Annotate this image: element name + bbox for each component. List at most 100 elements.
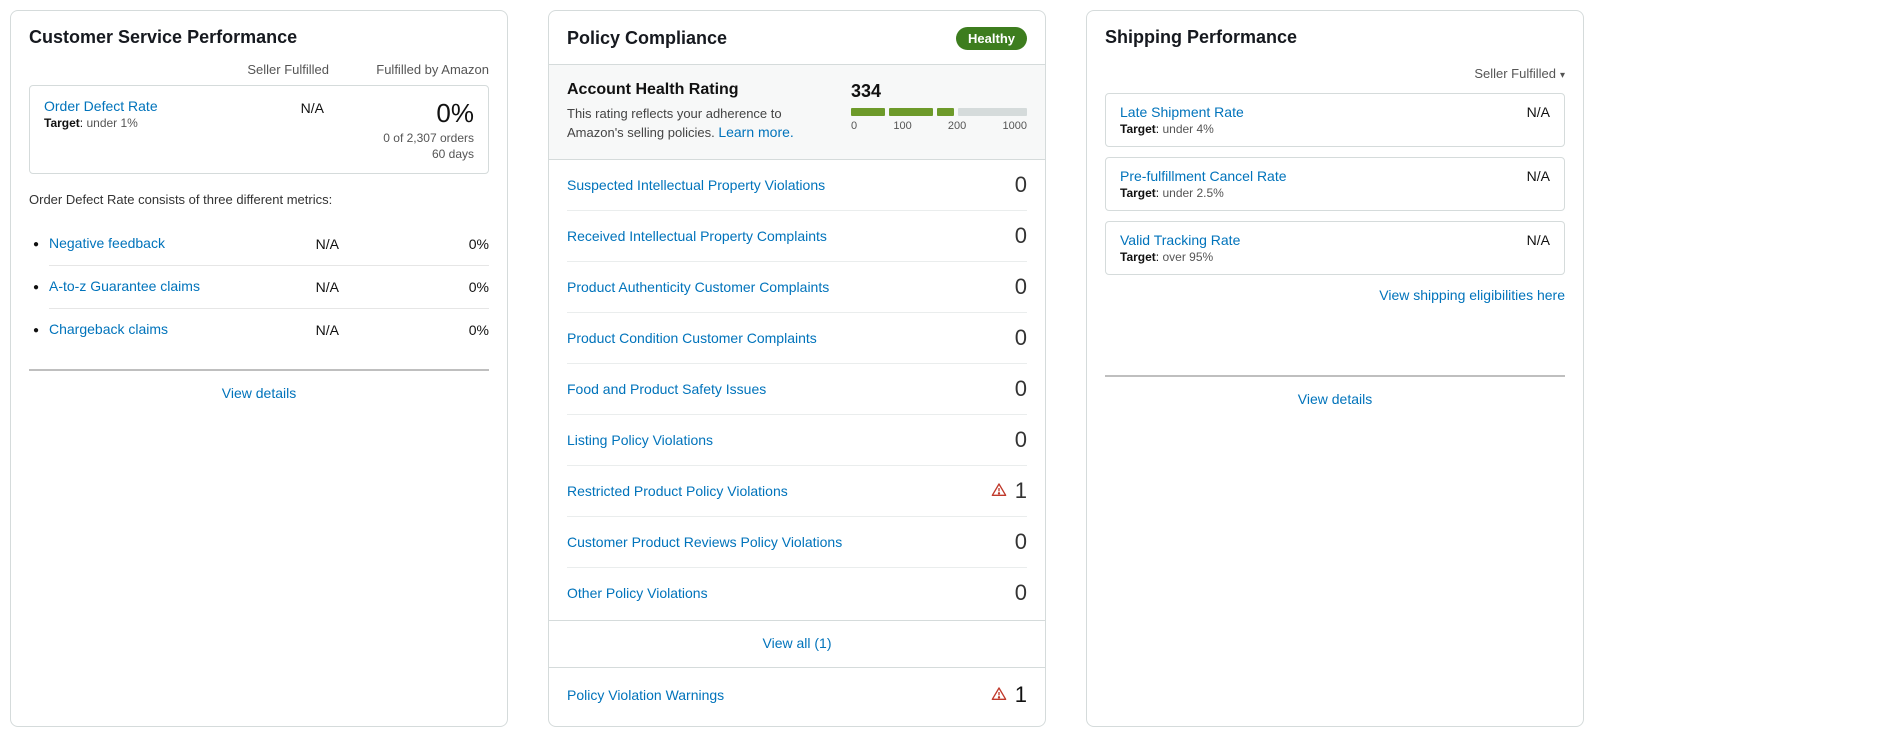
odr-target-label: Target: [44, 116, 80, 130]
sp-metric-target: Target: under 4%: [1120, 122, 1244, 136]
pc-violation-row: Other Policy Violations 0: [567, 568, 1027, 618]
pc-violation-value: 0: [1015, 580, 1027, 606]
csp-metric-fba-value: 0%: [339, 236, 489, 252]
pc-violation-link[interactable]: Product Condition Customer Complaints: [567, 330, 817, 346]
pc-warnings-value: 1: [1015, 682, 1027, 708]
ahr-score: 334: [851, 81, 1027, 102]
policy-violation-warnings-link[interactable]: Policy Violation Warnings: [567, 687, 724, 703]
pc-view-all-link[interactable]: View all (1): [763, 635, 832, 651]
pc-violation-value: 0: [1015, 172, 1027, 198]
pc-violation-link[interactable]: Food and Product Safety Issues: [567, 381, 766, 397]
csp-metric-link[interactable]: Negative feedback: [49, 235, 165, 251]
pc-violation-row: Food and Product Safety Issues 0: [567, 364, 1027, 415]
pc-violation-value: 1: [1015, 478, 1027, 504]
ahr-bar-segment: [958, 108, 1027, 116]
csp-metric-row: ●A-to-z Guarantee claimsN/A0%: [29, 266, 489, 308]
pc-header: Policy Compliance Healthy: [549, 11, 1045, 64]
odr-fba-days: 60 days: [324, 147, 474, 161]
csp-metric-fba-value: 0%: [339, 322, 489, 338]
csp-metric-sf-value: N/A: [219, 236, 339, 252]
pc-violation-row: Customer Product Reviews Policy Violatio…: [567, 517, 1027, 568]
bullet-icon: ●: [29, 282, 49, 293]
chevron-down-icon: ▾: [1560, 70, 1565, 81]
account-health-rating-box: Account Health Rating This rating reflec…: [549, 64, 1045, 160]
csp-metric-link[interactable]: Chargeback claims: [49, 321, 168, 337]
pc-violation-value: 0: [1015, 376, 1027, 402]
pc-violation-row: Restricted Product Policy Violations 1: [567, 466, 1027, 517]
sp-metric-value: N/A: [1527, 104, 1550, 120]
ahr-tick: 1000: [1003, 120, 1027, 132]
pc-violation-link[interactable]: Restricted Product Policy Violations: [567, 483, 788, 499]
csp-card: Customer Service Performance Seller Fulf…: [10, 10, 508, 727]
csp-header: Customer Service Performance: [11, 11, 507, 62]
order-defect-rate-box: Order Defect Rate Target: under 1% N/A 0…: [29, 85, 489, 174]
pc-violation-link[interactable]: Customer Product Reviews Policy Violatio…: [567, 534, 842, 550]
pc-violation-link[interactable]: Listing Policy Violations: [567, 432, 713, 448]
warning-icon: [991, 682, 1007, 708]
sp-metric-value: N/A: [1527, 168, 1550, 184]
dashboard: Customer Service Performance Seller Fulf…: [10, 10, 1879, 727]
ahr-bar-segment: [937, 108, 954, 116]
csp-column-headers: Seller Fulfilled Fulfilled by Amazon: [11, 62, 507, 85]
pc-violation-row: Product Authenticity Customer Complaints…: [567, 262, 1027, 313]
csp-title: Customer Service Performance: [29, 27, 297, 48]
sp-filter-label: Seller Fulfilled: [1474, 66, 1556, 81]
sp-metric-link[interactable]: Pre-fulfillment Cancel Rate: [1120, 168, 1287, 184]
csp-metric-row: ●Negative feedback N/A0%: [29, 223, 489, 265]
pc-title: Policy Compliance: [567, 28, 727, 49]
warning-icon: [991, 478, 1007, 504]
odr-fba-orders: 0 of 2,307 orders: [324, 131, 474, 145]
csp-metric-sf-value: N/A: [219, 322, 339, 338]
pc-violation-value: 0: [1015, 529, 1027, 555]
pc-violation-row: Product Condition Customer Complaints 0: [567, 313, 1027, 364]
sp-view-details-link[interactable]: View details: [1298, 391, 1372, 407]
shipping-performance-card: Shipping Performance Seller Fulfilled ▾ L…: [1086, 10, 1584, 727]
ahr-ticks: 01002001000: [851, 120, 1027, 132]
pc-violation-value: 0: [1015, 325, 1027, 351]
odr-seller-fulfilled-value: N/A: [204, 98, 324, 116]
pc-violation-link[interactable]: Other Policy Violations: [567, 585, 708, 601]
sp-filter-dropdown[interactable]: Seller Fulfilled ▾: [1474, 66, 1565, 81]
pc-violation-row: Listing Policy Violations0: [567, 415, 1027, 466]
bullet-icon: ●: [29, 325, 49, 336]
csp-view-details-link[interactable]: View details: [222, 385, 296, 401]
pc-violations-list: Suspected Intellectual Property Violatio…: [549, 160, 1045, 618]
sp-metric-target: Target: over 95%: [1120, 250, 1240, 264]
ahr-description: This rating reflects your adherence to A…: [567, 105, 823, 143]
sp-eligibilities-link[interactable]: View shipping eligibilities here: [1379, 287, 1565, 303]
odr-fba-percent: 0%: [324, 98, 474, 129]
sp-metric-row: Late Shipment Rate Target: under 4% N/A: [1105, 93, 1565, 147]
ahr-progress-bar: [851, 108, 1027, 116]
csp-col-fba: Fulfilled by Amazon: [329, 62, 489, 77]
sp-metric-target: Target: under 2.5%: [1120, 186, 1287, 200]
sp-metric-link[interactable]: Valid Tracking Rate: [1120, 232, 1240, 248]
bullet-icon: ●: [29, 239, 49, 250]
pc-violation-value: 0: [1015, 223, 1027, 249]
pc-violation-link[interactable]: Suspected Intellectual Property Violatio…: [567, 177, 825, 193]
order-defect-rate-link[interactable]: Order Defect Rate: [44, 98, 204, 114]
sp-metric-row: Pre-fulfillment Cancel Rate Target: under…: [1105, 157, 1565, 211]
csp-col-seller-fulfilled: Seller Fulfilled: [209, 62, 329, 77]
pc-violation-value: 0: [1015, 274, 1027, 300]
pc-health-badge: Healthy: [956, 27, 1027, 50]
ahr-learn-more-link[interactable]: Learn more.: [718, 124, 793, 140]
pc-violation-row: Received Intellectual Property Complaint…: [567, 211, 1027, 262]
pc-violation-link[interactable]: Received Intellectual Property Complaint…: [567, 228, 827, 244]
sp-metric-row: Valid Tracking Rate Target: over 95% N/A: [1105, 221, 1565, 275]
policy-compliance-card: Policy Compliance Healthy Account Health…: [548, 10, 1046, 727]
sp-title: Shipping Performance: [1105, 27, 1297, 48]
ahr-bar-segment: [851, 108, 885, 116]
odr-target: Target: under 1%: [44, 116, 204, 130]
csp-metric-link[interactable]: A-to-z Guarantee claims: [49, 278, 200, 294]
odr-consists-text: Order Defect Rate consists of three diff…: [11, 192, 507, 217]
sp-metric-value: N/A: [1527, 232, 1550, 248]
csp-metric-row: ●Chargeback claims N/A0%: [29, 309, 489, 351]
csp-metric-fba-value: 0%: [339, 279, 489, 295]
pc-violation-row: Suspected Intellectual Property Violatio…: [567, 160, 1027, 211]
sp-metric-link[interactable]: Late Shipment Rate: [1120, 104, 1244, 120]
ahr-bar-segment: [889, 108, 933, 116]
odr-target-value: under 1%: [86, 116, 137, 130]
csp-metric-list: ●Negative feedbackN/A0%●A-to-z Guarantee…: [11, 217, 507, 369]
pc-violation-link[interactable]: Product Authenticity Customer Complaints: [567, 279, 829, 295]
pc-warnings-row: Policy Violation Warnings 1: [549, 667, 1045, 726]
